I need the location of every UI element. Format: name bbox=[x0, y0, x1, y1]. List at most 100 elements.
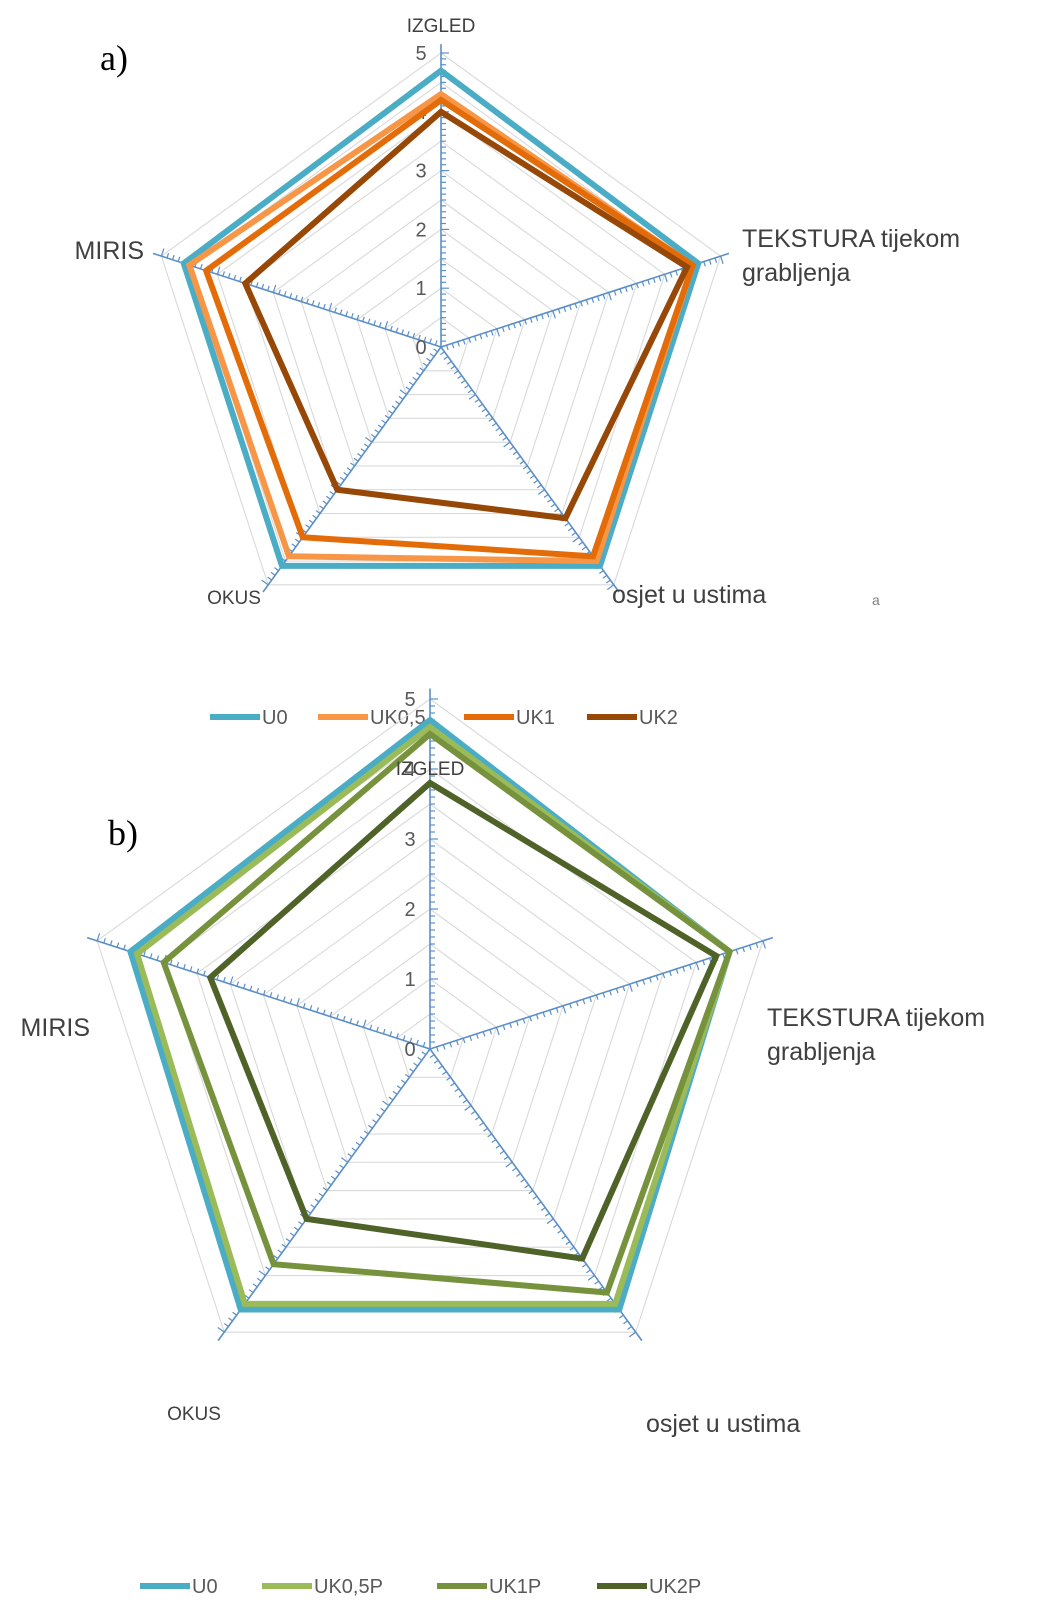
axis-tick bbox=[543, 493, 549, 498]
axis-tick bbox=[526, 470, 532, 475]
axis-tick bbox=[509, 446, 514, 451]
axis-tick bbox=[402, 1035, 406, 1041]
axis-tick bbox=[239, 276, 242, 282]
series-uk2p bbox=[206, 779, 721, 1262]
axis-tick bbox=[255, 282, 259, 288]
axis-tick bbox=[183, 964, 186, 970]
axis-tick bbox=[374, 429, 380, 434]
stray-text: a bbox=[872, 592, 880, 608]
axis-tick bbox=[409, 1037, 413, 1043]
axis-tick bbox=[462, 339, 466, 345]
axis-tick bbox=[624, 286, 628, 292]
axis-tick bbox=[442, 1071, 447, 1076]
axis-label: MIRIS bbox=[75, 237, 144, 265]
axis-tick bbox=[405, 386, 411, 391]
axis-tick bbox=[243, 983, 246, 989]
axis-tick bbox=[642, 979, 646, 985]
axis-tick bbox=[302, 1002, 306, 1009]
axis-tick bbox=[569, 305, 572, 311]
axis-tick bbox=[509, 1022, 513, 1028]
axis-tick bbox=[569, 1003, 572, 1009]
axis-tick bbox=[289, 998, 293, 1004]
axis-tick bbox=[314, 1198, 320, 1203]
axis-tick bbox=[172, 254, 175, 260]
axis-tick bbox=[382, 1028, 386, 1035]
axis-tick bbox=[276, 994, 279, 1000]
axis-tick bbox=[522, 1018, 526, 1024]
legend-label: UK2P bbox=[649, 1576, 701, 1598]
axis-tick bbox=[464, 384, 470, 389]
legend-label: UK1 bbox=[516, 707, 555, 729]
grid-ring bbox=[272, 169, 610, 491]
axis-tick bbox=[274, 567, 279, 572]
axis-tick bbox=[594, 1280, 600, 1285]
axis-tick bbox=[409, 1068, 414, 1073]
axis-tick bbox=[334, 307, 337, 313]
axes bbox=[152, 44, 730, 593]
axis-tick bbox=[563, 306, 567, 312]
axis-tick bbox=[322, 500, 328, 505]
axis-tick bbox=[376, 1026, 379, 1032]
axis-tick bbox=[595, 994, 599, 1000]
tick-label: 4 bbox=[404, 759, 415, 781]
axis-tick bbox=[370, 433, 376, 438]
axis-tick bbox=[591, 297, 595, 303]
axis-tick bbox=[395, 327, 399, 333]
axis-tick bbox=[123, 944, 126, 950]
axis-tick bbox=[446, 360, 452, 365]
axis-tick bbox=[636, 283, 639, 289]
axis-tick bbox=[388, 1096, 394, 1101]
axis-tick bbox=[216, 266, 221, 275]
axis-label: osjet u ustima bbox=[612, 581, 766, 609]
grid-ring bbox=[300, 199, 582, 467]
axis-tick bbox=[547, 498, 552, 503]
axis-tick bbox=[329, 1011, 333, 1017]
axis-tick bbox=[440, 351, 445, 356]
axis-tick bbox=[450, 365, 456, 370]
axis-tick bbox=[223, 1323, 229, 1327]
axis-tick bbox=[567, 527, 573, 532]
legend-item: UK0,5P bbox=[262, 1576, 383, 1598]
axis-label: IZGLED bbox=[407, 16, 476, 37]
axis-tick bbox=[468, 394, 476, 400]
axis-tick bbox=[339, 309, 343, 315]
axis-tick bbox=[103, 938, 106, 944]
axis-tick bbox=[160, 248, 165, 257]
axis-tick bbox=[569, 1246, 575, 1251]
axis-tick bbox=[468, 337, 472, 343]
axis-tick bbox=[396, 1033, 399, 1039]
axis-tick bbox=[546, 1218, 554, 1225]
series-uk1p bbox=[160, 730, 734, 1296]
axis-tick bbox=[291, 543, 297, 548]
axis-tick bbox=[373, 320, 377, 326]
axis-tick bbox=[236, 981, 240, 987]
axis-tick bbox=[169, 959, 173, 965]
axis-tick bbox=[565, 1241, 571, 1245]
axis-tick bbox=[748, 944, 752, 951]
axis-tick bbox=[389, 1031, 393, 1037]
axis-tick bbox=[357, 452, 362, 457]
axis-tick bbox=[398, 395, 404, 400]
axis-tick bbox=[457, 341, 460, 347]
axis-tick bbox=[391, 405, 397, 410]
grid-ring bbox=[160, 52, 722, 586]
axis-tick bbox=[735, 949, 739, 955]
axis-tick bbox=[512, 451, 518, 456]
axis-tick bbox=[515, 1020, 519, 1026]
axis-tick bbox=[490, 330, 494, 336]
axis-tick bbox=[450, 1082, 456, 1087]
axis-tick bbox=[433, 348, 438, 353]
axis-tick bbox=[349, 1018, 353, 1024]
axis-tick bbox=[635, 981, 639, 987]
axis-tick bbox=[270, 571, 276, 576]
axis-tick bbox=[503, 1156, 509, 1161]
axis-tick bbox=[256, 1277, 262, 1282]
axis-tick bbox=[512, 1167, 517, 1172]
axis-tick bbox=[351, 1147, 357, 1152]
axis-tick bbox=[454, 1088, 460, 1093]
legend-item: U0 bbox=[210, 707, 288, 729]
axis-tick bbox=[216, 974, 220, 980]
axis-tick bbox=[355, 1141, 361, 1146]
axis-tick bbox=[322, 1009, 326, 1015]
